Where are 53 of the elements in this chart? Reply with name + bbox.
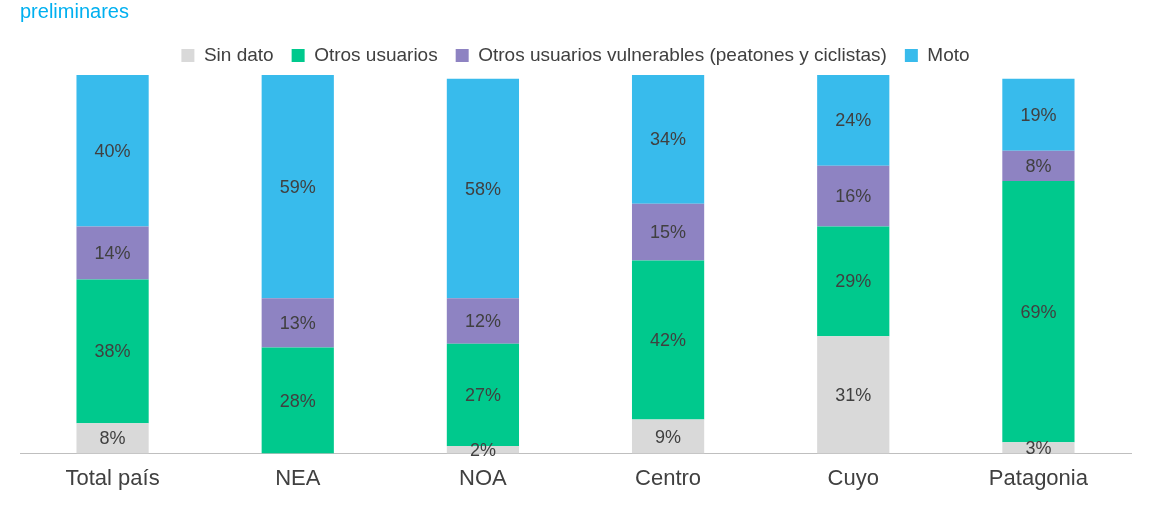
bar: [76, 75, 149, 227]
x-tick-label: Cuyo: [827, 464, 879, 490]
data-label: 58%: [464, 178, 501, 199]
bar: [261, 347, 334, 454]
data-label: 15%: [650, 222, 687, 243]
bar: [631, 203, 705, 261]
bar: [817, 226, 890, 337]
bar: [631, 75, 705, 204]
x-tick-label: NOA: [459, 464, 508, 490]
data-label: 13%: [279, 312, 316, 333]
data-label: 27%: [464, 384, 501, 405]
data-label: 42%: [650, 329, 687, 350]
data-label: 69%: [1020, 301, 1057, 322]
data-label: 34%: [650, 129, 687, 150]
x-tick-label: Patagonia: [988, 464, 1089, 490]
data-label: 8%: [1025, 155, 1052, 176]
bar: [817, 336, 890, 454]
data-label: 59%: [279, 176, 316, 197]
bar: [631, 260, 705, 420]
data-label: 8%: [99, 428, 126, 449]
legend-label: Otros usuarios: [314, 43, 438, 65]
data-label: 16%: [835, 186, 872, 207]
bar: [446, 78, 520, 299]
bar: [1002, 150, 1075, 182]
data-label: 14%: [94, 242, 131, 263]
data-label: 12%: [464, 311, 501, 332]
data-label: 29%: [835, 271, 872, 292]
x-tick-label: Centro: [635, 464, 702, 490]
data-label: 31%: [835, 384, 872, 405]
bar: [261, 75, 334, 299]
legend-label: Sin dato: [203, 43, 274, 65]
data-label: 19%: [1020, 104, 1057, 125]
bar: [817, 75, 890, 166]
data-label: 3%: [1025, 437, 1052, 458]
data-label: 24%: [835, 110, 872, 131]
bar: [446, 298, 520, 344]
bar: [76, 423, 149, 454]
x-tick-label: NEA: [275, 464, 321, 490]
bar: [76, 226, 149, 280]
data-label: 40%: [94, 140, 131, 161]
bar: [261, 298, 334, 348]
bar: [76, 279, 149, 424]
data-label: 28%: [279, 390, 316, 411]
legend-label: Moto: [927, 43, 970, 65]
bar: [1002, 78, 1075, 151]
chart-title: preliminares: [20, 0, 129, 22]
data-label: 9%: [655, 426, 682, 447]
legend-label: Otros usuarios vulnerables (peatones y ciclistas): [478, 43, 887, 65]
x-tick-label: Total país: [65, 464, 160, 490]
bar: [817, 165, 890, 227]
data-label: 2%: [469, 439, 496, 460]
data-label: 38%: [94, 341, 131, 362]
bar: [1002, 181, 1075, 443]
